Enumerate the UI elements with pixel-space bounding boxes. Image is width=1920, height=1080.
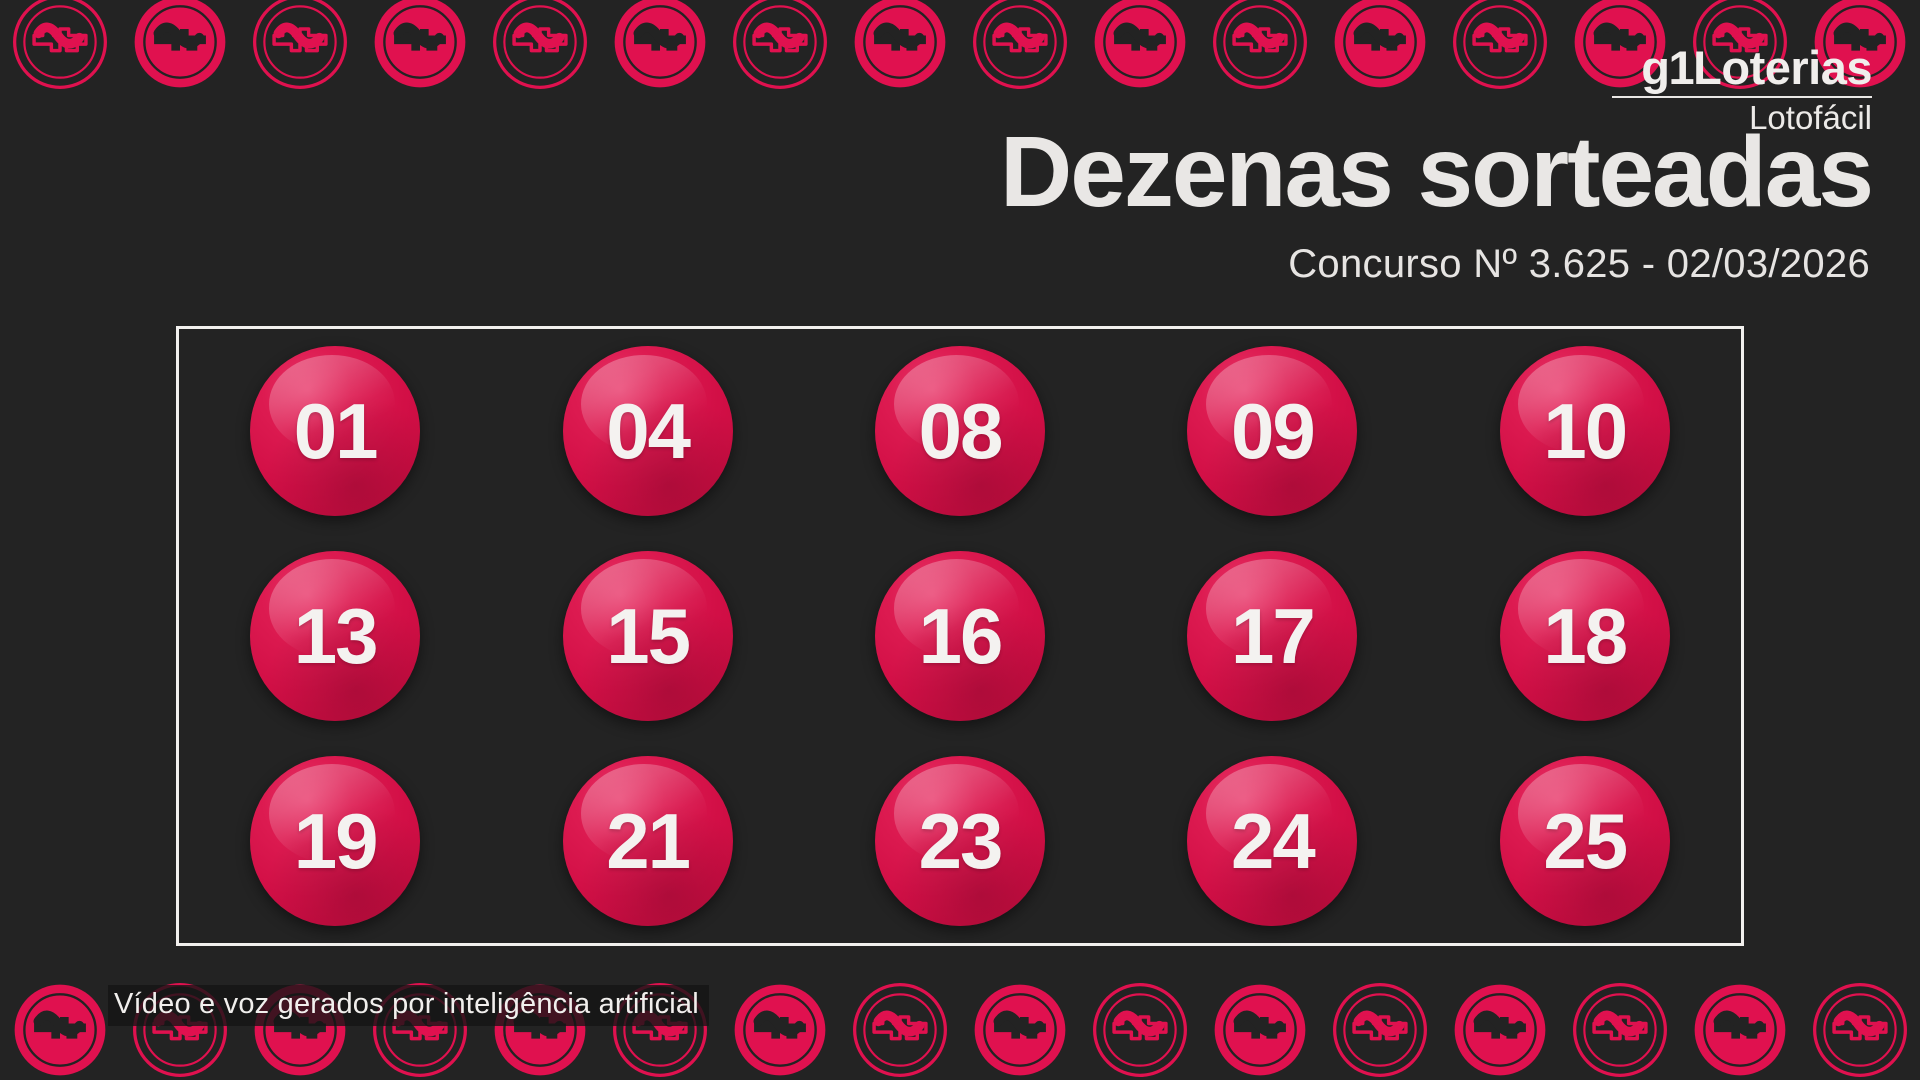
page-title: Dezenas sorteadas: [999, 116, 1874, 228]
brand-name: g1Loterias: [1402, 44, 1872, 91]
drawn-number-ball: 23: [874, 755, 1045, 926]
coin-decoration: [126, 0, 234, 96]
coin-dollar-icon: [1214, 984, 1306, 1076]
coin-dollar-icon: [1333, 983, 1427, 1077]
brand-divider: [1612, 96, 1872, 98]
coin-decoration: [846, 0, 954, 96]
coin-dollar-icon: [853, 983, 947, 1077]
coin-dollar-icon: [13, 0, 107, 89]
drawn-number-value: 01: [293, 387, 379, 476]
coin-decoration: [6, 0, 114, 96]
coin-decoration: [606, 0, 714, 96]
coin-dollar-icon: [134, 0, 226, 88]
drawn-number-ball: 19: [250, 755, 421, 926]
drawn-number-value: 18: [1543, 591, 1628, 680]
contest-subtitle: Concurso Nº 3.625 - 02/03/2026: [1288, 242, 1870, 286]
brand-game-name: Lotofácil: [1749, 99, 1872, 136]
coin-dollar-icon: [973, 0, 1067, 89]
drawn-number-ball: 21: [562, 755, 733, 926]
drawn-number-ball: 13: [250, 550, 421, 721]
drawn-number-value: 15: [606, 591, 691, 680]
coin-dollar-icon: [493, 0, 587, 89]
drawn-number-value: 21: [606, 796, 691, 885]
coin-dollar-icon: [1094, 0, 1186, 88]
coin-dollar-icon: [733, 0, 827, 89]
drawn-number-ball: 18: [1499, 550, 1670, 721]
coin-dollar-icon: [1813, 983, 1907, 1077]
drawn-number-ball: 15: [562, 550, 733, 721]
coin-decoration: [366, 0, 474, 96]
drawn-number-value: 09: [1231, 387, 1316, 476]
coin-dollar-icon: [854, 0, 946, 88]
drawn-number-value: 04: [606, 387, 691, 476]
coin-decoration: [1566, 976, 1674, 1080]
drawn-number-value: 13: [293, 591, 379, 680]
coin-decoration: [1806, 976, 1914, 1080]
coin-decoration: [6, 976, 114, 1080]
coin-decoration: [726, 0, 834, 96]
drawn-number-ball: 08: [874, 346, 1045, 517]
drawn-number-value: 19: [293, 796, 379, 885]
drawn-number-ball: 25: [1499, 755, 1670, 926]
drawn-number-value: 10: [1543, 387, 1628, 476]
coin-dollar-icon: [614, 0, 706, 88]
drawn-number-ball: 04: [562, 346, 733, 517]
drawn-number-value: 16: [918, 591, 1004, 680]
drawn-number-value: 23: [918, 796, 1004, 885]
coin-dollar-icon: [974, 984, 1066, 1076]
drawn-number-value: 08: [918, 387, 1004, 476]
drawn-number-ball: 09: [1187, 346, 1358, 517]
coin-decoration: [846, 976, 954, 1080]
drawn-number-ball: 16: [874, 550, 1045, 721]
coin-decoration: [1206, 976, 1314, 1080]
coin-dollar-icon: [734, 984, 826, 1076]
drawn-number-value: 24: [1231, 796, 1316, 885]
coin-decoration: [966, 0, 1074, 96]
coin-dollar-icon: [253, 0, 347, 89]
coin-decoration: [1086, 976, 1194, 1080]
coin-dollar-icon: [374, 0, 466, 88]
coin-decoration: [1086, 0, 1194, 96]
coin-decoration: [966, 976, 1074, 1080]
drawn-number-ball: 17: [1187, 550, 1358, 721]
brand-name-g1: g1: [1641, 41, 1694, 94]
coin-decoration: [246, 0, 354, 96]
drawn-number-ball: 10: [1499, 346, 1670, 517]
coin-dollar-icon: [14, 984, 106, 1076]
coin-decoration: [1686, 976, 1794, 1080]
coin-dollar-icon: [1694, 984, 1786, 1076]
ai-disclaimer: Vídeo e voz gerados por inteligência art…: [108, 985, 709, 1026]
coin-dollar-icon: [1454, 984, 1546, 1076]
coin-dollar-icon: [1573, 983, 1667, 1077]
drawn-number-value: 25: [1543, 796, 1628, 885]
coin-dollar-icon: [1213, 0, 1307, 89]
coin-dollar-icon: [1093, 983, 1187, 1077]
coin-decoration: [1326, 976, 1434, 1080]
coin-decoration: [486, 0, 594, 96]
drawn-number-ball: 01: [250, 346, 421, 517]
coin-decoration: [1446, 976, 1554, 1080]
brand-block: g1Loterias Lotofácil: [1402, 44, 1872, 137]
brand-name-loterias: Loterias: [1693, 41, 1872, 94]
drawn-numbers-frame: 01 04 08 09 10 13 15 16 17 18 19 21 23 24 25: [176, 326, 1744, 946]
coin-decoration: [1206, 0, 1314, 96]
drawn-number-value: 17: [1231, 591, 1316, 680]
drawn-numbers-grid: 01 04 08 09 10 13 15 16 17 18 19 21 23 24 25: [179, 329, 1741, 943]
drawn-number-ball: 24: [1187, 755, 1358, 926]
coin-decoration: [726, 976, 834, 1080]
